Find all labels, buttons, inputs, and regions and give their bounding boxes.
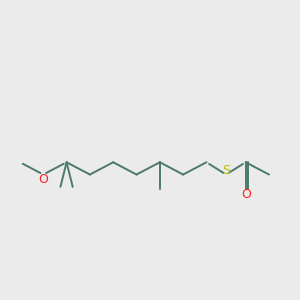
Text: O: O — [241, 188, 250, 201]
Text: O: O — [38, 173, 48, 186]
Text: S: S — [222, 164, 230, 177]
